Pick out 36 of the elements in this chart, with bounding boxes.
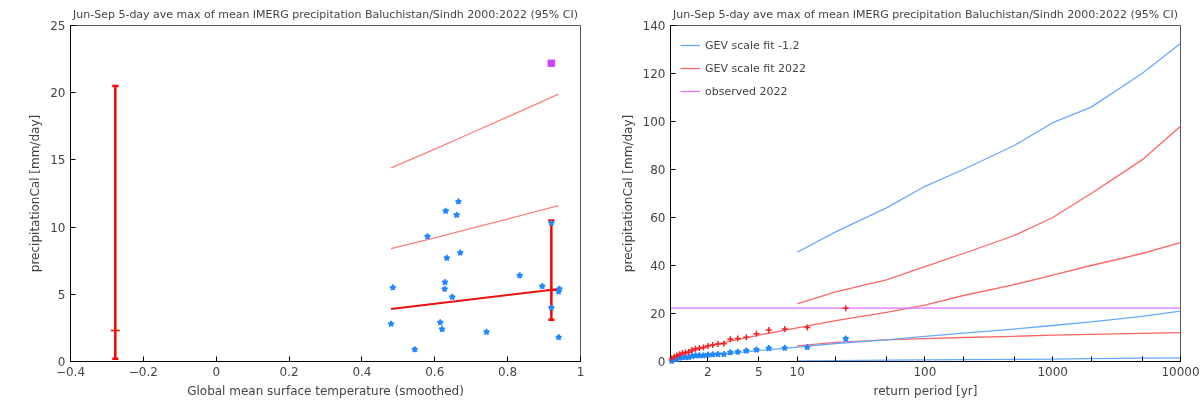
y-tick-label: 20: [50, 86, 66, 101]
x-tick-label: 1000: [1037, 364, 1068, 379]
x-tick-label: 5: [754, 364, 763, 379]
y-tick-label: 10: [50, 220, 66, 235]
x-tick-label: 0.8: [498, 364, 518, 379]
y-tick-label: 5: [57, 287, 66, 302]
y-axis-title: precipitationCal [mm/day]: [28, 114, 43, 273]
x-tick-label: 100: [913, 364, 937, 379]
y-tick-label: 20: [650, 307, 666, 321]
legend-label: GEV scale fit -1.2: [705, 38, 800, 52]
y-tick-label: 25: [50, 19, 66, 33]
x-tick-label: 0.4: [352, 364, 372, 379]
x-tick-label: 0.6: [425, 364, 445, 379]
y-tick-label: 40: [650, 259, 666, 273]
y-tick-label: 15: [50, 153, 66, 168]
y-tick-label: 140: [642, 19, 666, 33]
y-tick-label: 120: [642, 67, 666, 81]
x-tick-label: 0: [212, 364, 221, 379]
x-tick-label: 0.2: [279, 364, 299, 379]
x-axis-title: Global mean surface temperature (smoothed): [187, 383, 464, 398]
y-tick-label: 80: [650, 163, 666, 177]
y-tick-label: 0: [57, 355, 66, 369]
x-tick-label: 2: [704, 364, 712, 379]
y-tick-label: 100: [642, 115, 666, 129]
x-tick-label: 10000: [1161, 364, 1200, 379]
x-tick-label: 1: [576, 364, 585, 379]
y-tick-label: 0: [657, 355, 666, 369]
y-axis-title: precipitationCal [mm/day]: [620, 114, 635, 273]
y-tick-label: 60: [650, 211, 666, 225]
legend-label: observed 2022: [705, 84, 788, 98]
legend-label: GEV scale fit 2022: [705, 61, 807, 75]
chart-title: Jun-Sep 5-day ave max of mean IMERG precipitation Baluchistan/Sindh 2000:2022 (95% CI): [72, 7, 578, 21]
x-tick-label: 10: [789, 364, 805, 379]
x-axis-title: return period [yr]: [873, 383, 978, 398]
chart-title: Jun-Sep 5-day ave max of mean IMERG precipitation Baluchistan/Sindh 2000:2022 (95% CI): [672, 7, 1178, 21]
x-tick-label: −0.2: [128, 364, 158, 379]
